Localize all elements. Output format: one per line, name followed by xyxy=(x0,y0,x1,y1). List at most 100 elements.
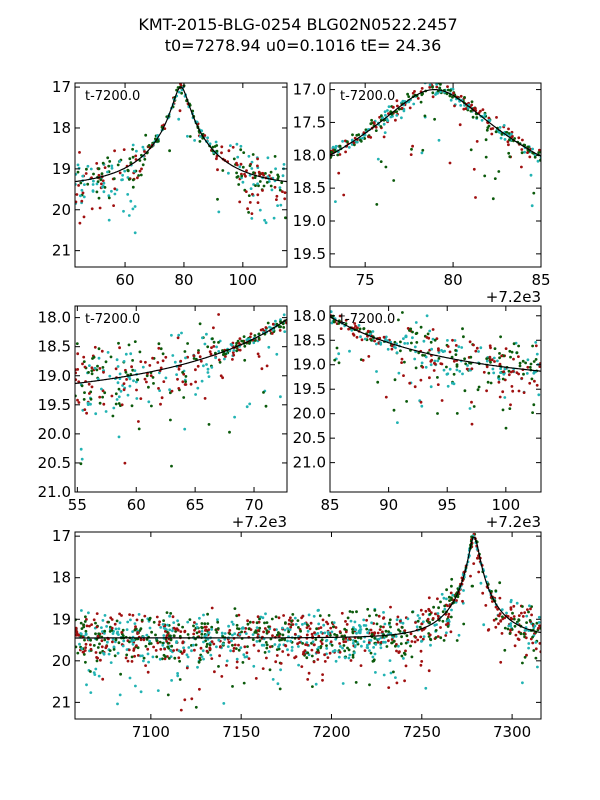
data-point xyxy=(294,623,298,626)
data-point xyxy=(509,598,513,602)
data-point xyxy=(78,221,82,225)
data-point xyxy=(371,655,375,659)
data-point xyxy=(398,650,401,654)
data-point xyxy=(235,163,239,167)
data-point xyxy=(279,668,282,672)
data-point xyxy=(316,632,320,635)
data-point xyxy=(176,674,180,678)
data-point xyxy=(408,381,412,385)
data-point xyxy=(523,150,526,154)
data-point xyxy=(437,347,440,350)
data-point xyxy=(527,610,530,614)
data-point xyxy=(261,667,265,670)
data-point xyxy=(401,621,405,625)
data-point xyxy=(148,639,152,643)
data-point xyxy=(460,346,464,349)
data-point xyxy=(347,146,351,149)
data-point xyxy=(247,194,251,198)
data-point xyxy=(289,625,293,629)
data-point xyxy=(494,605,498,609)
data-point xyxy=(538,365,541,368)
data-point xyxy=(228,632,232,636)
data-point xyxy=(497,170,501,173)
data-point xyxy=(474,349,478,353)
data-point xyxy=(195,622,198,626)
data-point xyxy=(129,199,133,203)
data-point xyxy=(385,645,389,648)
data-point xyxy=(274,660,278,664)
data-point xyxy=(401,311,404,314)
axes-frame xyxy=(74,82,288,268)
data-point xyxy=(532,403,536,407)
data-point xyxy=(235,666,239,669)
data-point xyxy=(349,619,353,623)
data-point xyxy=(390,638,394,641)
data-point xyxy=(208,643,212,647)
data-point xyxy=(348,610,352,613)
data-point xyxy=(297,645,300,648)
data-point xyxy=(476,388,480,392)
data-point xyxy=(493,360,496,363)
data-point xyxy=(155,639,159,642)
data-point xyxy=(436,612,440,615)
data-point xyxy=(351,655,355,659)
data-point xyxy=(494,625,498,629)
data-point xyxy=(248,402,252,406)
data-point xyxy=(419,400,423,404)
data-point xyxy=(128,384,132,388)
data-point xyxy=(255,626,259,629)
data-point xyxy=(451,338,454,342)
data-point xyxy=(252,171,255,175)
data-point xyxy=(213,670,216,674)
data-point xyxy=(258,626,262,630)
data-point xyxy=(380,114,383,118)
data-point xyxy=(244,190,248,194)
data-point xyxy=(246,619,250,623)
data-point xyxy=(515,601,519,605)
axes-frame xyxy=(329,82,542,268)
data-point xyxy=(290,645,294,649)
data-point xyxy=(117,641,121,645)
data-point xyxy=(434,612,437,616)
data-point xyxy=(144,664,148,667)
data-point xyxy=(160,396,164,400)
data-point xyxy=(124,352,128,356)
data-point xyxy=(89,643,92,647)
data-point xyxy=(110,164,114,168)
data-point xyxy=(485,389,488,393)
data-point xyxy=(105,644,109,648)
data-point xyxy=(341,646,344,650)
data-point xyxy=(211,337,214,341)
data-point xyxy=(485,128,489,132)
data-point xyxy=(175,641,178,644)
data-point xyxy=(430,358,434,362)
data-point xyxy=(362,618,366,622)
data-point xyxy=(468,340,472,344)
data-point xyxy=(392,670,395,674)
data-point xyxy=(411,144,414,148)
data-point xyxy=(333,358,337,362)
data-point xyxy=(518,361,522,365)
data-point xyxy=(507,369,511,373)
data-point xyxy=(144,644,148,648)
data-point xyxy=(233,415,237,419)
data-point xyxy=(388,621,391,625)
data-point xyxy=(281,190,284,194)
data-point xyxy=(419,663,423,667)
data-point xyxy=(154,649,158,652)
data-point xyxy=(274,167,277,171)
data-point xyxy=(498,356,501,360)
data-point xyxy=(502,124,506,127)
data-point xyxy=(439,636,443,640)
data-point xyxy=(480,118,484,122)
data-point xyxy=(157,387,160,390)
data-point xyxy=(375,370,378,373)
data-point xyxy=(353,628,357,631)
data-point xyxy=(133,340,137,343)
data-point xyxy=(427,596,431,600)
data-point xyxy=(177,623,181,627)
data-point xyxy=(389,625,392,629)
data-point xyxy=(83,365,87,369)
data-point xyxy=(361,358,365,362)
data-point xyxy=(338,314,342,318)
